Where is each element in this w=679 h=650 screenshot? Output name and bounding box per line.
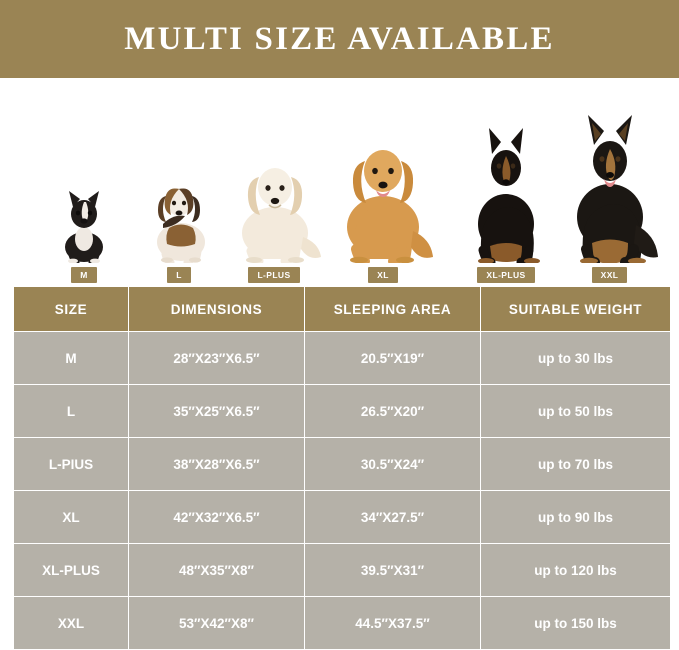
dog-image-boston-terrier <box>49 181 119 265</box>
dog-tag-m: M <box>71 267 97 283</box>
dog-image-golden-retriever <box>323 113 443 266</box>
dog-image-beagle <box>135 158 223 266</box>
dog-slot-l-plus: L-PLUS <box>214 133 334 283</box>
table-row: L 35″X25″X6.5″ 26.5″X20″ up to 50 lbs <box>13 384 671 438</box>
cell-dimensions: 38″X28″X6.5″ <box>128 437 305 491</box>
cell-sleeping-area: 34″X27.5″ <box>304 490 481 544</box>
cell-sleeping-area: 26.5″X20″ <box>304 384 481 438</box>
dog-tag-l-plus: L-PLUS <box>248 267 300 283</box>
cell-size: L-PIUS <box>13 437 129 491</box>
cell-sleeping-area: 39.5″X31″ <box>304 543 481 597</box>
cell-size: M <box>13 331 129 385</box>
dog-size-row: M <box>0 78 679 283</box>
dog-image-german-shepherd <box>552 95 668 267</box>
cell-size: L <box>13 384 129 438</box>
dog-tag-xl: XL <box>368 267 398 283</box>
dog-slot-xxl: XXL <box>547 95 672 283</box>
cell-sleeping-area: 44.5″X37.5″ <box>304 596 481 650</box>
size-table: SIZE DIMENSIONS SLEEPING AREA SUITABLE W… <box>13 286 671 650</box>
dog-slot-l: L <box>124 158 234 283</box>
table-row: XXL 53″X42″X8″ 44.5″X37.5″ up to 150 lbs <box>13 596 671 650</box>
cell-suitable-weight: up to 120 lbs <box>480 543 671 597</box>
page-title: MULTI SIZE AVAILABLE <box>124 20 555 57</box>
table-row: XL 42″X32″X6.5″ 34″X27.5″ up to 90 lbs <box>13 490 671 544</box>
table-row: L-PIUS 38″X28″X6.5″ 30.5″X24″ up to 70 l… <box>13 437 671 491</box>
cell-suitable-weight: up to 70 lbs <box>480 437 671 491</box>
cell-dimensions: 42″X32″X6.5″ <box>128 490 305 544</box>
dog-tag-xxl: XXL <box>591 267 628 283</box>
cell-dimensions: 53″X42″X8″ <box>128 596 305 650</box>
cell-sleeping-area: 30.5″X24″ <box>304 437 481 491</box>
header-banner: MULTI SIZE AVAILABLE <box>0 0 679 78</box>
dog-tag-l: L <box>167 267 191 283</box>
table-header-row: SIZE DIMENSIONS SLEEPING AREA SUITABLE W… <box>13 286 671 332</box>
header-size: SIZE <box>13 286 129 332</box>
cell-dimensions: 35″X25″X6.5″ <box>128 384 305 438</box>
table-row: M 28″X23″X6.5″ 20.5″X19″ up to 30 lbs <box>13 331 671 385</box>
cell-suitable-weight: up to 50 lbs <box>480 384 671 438</box>
dog-slot-xl: XL <box>318 113 448 283</box>
cell-sleeping-area: 20.5″X19″ <box>304 331 481 385</box>
cell-suitable-weight: up to 150 lbs <box>480 596 671 650</box>
cell-suitable-weight: up to 90 lbs <box>480 490 671 544</box>
dog-slot-m: M <box>34 181 134 283</box>
table-row: XL-PLUS 48″X35″X8″ 39.5″X31″ up to 120 l… <box>13 543 671 597</box>
cell-size: XL <box>13 490 129 544</box>
cell-size: XL-PLUS <box>13 543 129 597</box>
header-dimensions: DIMENSIONS <box>128 286 305 332</box>
cell-size: XXL <box>13 596 129 650</box>
header-suitable-weight: SUITABLE WEIGHT <box>480 286 671 332</box>
cell-suitable-weight: up to 30 lbs <box>480 331 671 385</box>
dog-image-doberman <box>452 108 560 267</box>
cell-dimensions: 28″X23″X6.5″ <box>128 331 305 385</box>
dog-tag-xl-plus: XL-PLUS <box>477 267 535 283</box>
dog-slot-xl-plus: XL-PLUS <box>446 108 566 283</box>
header-sleeping-area: SLEEPING AREA <box>304 286 481 332</box>
dog-image-golden-retriever-light <box>219 133 329 266</box>
cell-dimensions: 48″X35″X8″ <box>128 543 305 597</box>
